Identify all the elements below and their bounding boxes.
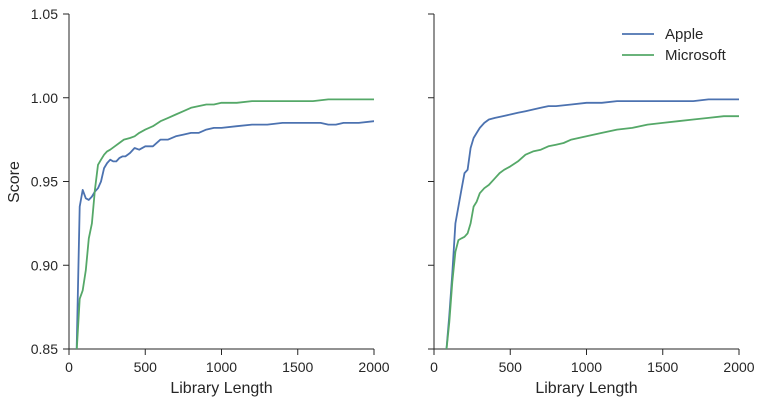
y-tick-label: 0.95 xyxy=(31,174,58,190)
y-tick-label: 1.00 xyxy=(31,90,58,106)
legend-label-microsoft: Microsoft xyxy=(665,47,727,64)
x-tick-label: 500 xyxy=(499,359,523,375)
y-tick-label: 1.05 xyxy=(31,6,58,22)
series-line-microsoft xyxy=(75,98,374,349)
x-tick-label: 1500 xyxy=(282,359,313,375)
legend: Apple Microsoft xyxy=(622,26,727,64)
x-tick-label: 0 xyxy=(65,359,73,375)
legend-label-apple: Apple xyxy=(665,26,703,43)
x-tick-label: 2000 xyxy=(723,359,754,375)
y-tick-label: 0.90 xyxy=(31,257,58,273)
x-tick-label: 500 xyxy=(134,359,158,375)
x-tick-label: 1000 xyxy=(206,359,237,375)
x-tick-label: 2000 xyxy=(358,359,389,375)
x-axis-label: Library Length xyxy=(170,380,272,397)
series-line-apple xyxy=(445,98,739,349)
x-tick-label: 1500 xyxy=(647,359,678,375)
right-panel: 0 500 1000 1500 2000 Library Length xyxy=(428,13,755,397)
left-panel: 0.85 0.90 0.95 1.00 1.05 0 500 1000 1500 2000 Libr… xyxy=(31,6,390,397)
x-tick-label: 0 xyxy=(430,359,438,375)
series-line-apple xyxy=(75,120,374,349)
x-axis-label: Library Length xyxy=(535,380,637,397)
y-tick-label: 0.85 xyxy=(31,341,58,357)
y-axis-label: Score xyxy=(6,161,23,203)
series-line-microsoft xyxy=(445,115,739,349)
x-tick-label: 1000 xyxy=(571,359,602,375)
